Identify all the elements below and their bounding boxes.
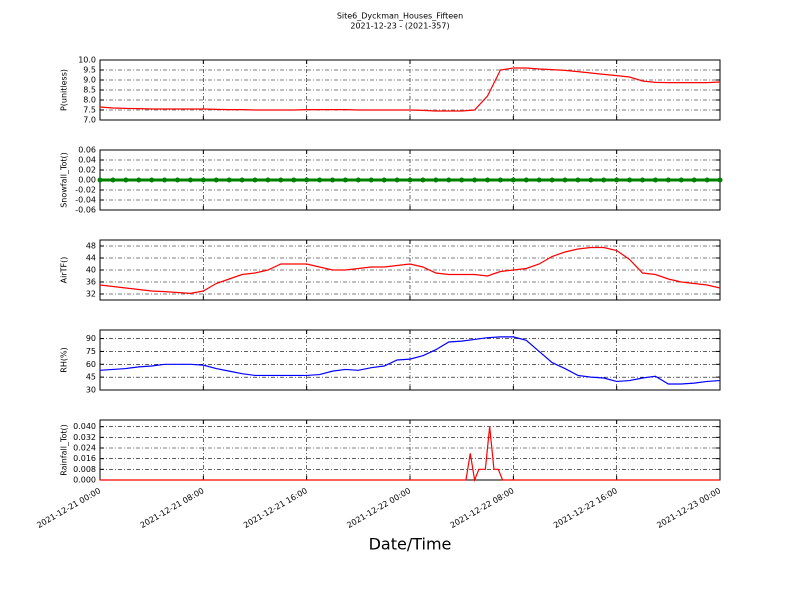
y-tick-label: 60 [86, 360, 96, 369]
data-point [123, 177, 129, 183]
data-point [368, 177, 374, 183]
data-point [342, 177, 348, 183]
data-point [614, 177, 620, 183]
y-axis-label: Rainfall_Tot() [60, 424, 69, 476]
y-tick-label: 40 [86, 266, 96, 275]
y-tick-label: 0.02 [78, 166, 96, 175]
y-tick-label: 7.0 [83, 116, 96, 125]
data-line [99, 246, 721, 295]
y-tick-label: 0.000 [73, 476, 96, 485]
data-point [627, 177, 633, 183]
data-point [394, 177, 400, 183]
data-point [523, 177, 529, 183]
data-point [717, 177, 723, 183]
y-tick-label: -0.06 [75, 206, 96, 215]
y-axis-label: RH(%) [60, 347, 69, 372]
data-point [433, 177, 439, 183]
data-point [678, 177, 684, 183]
data-point [704, 177, 710, 183]
data-point [136, 177, 142, 183]
y-tick-label: 0.04 [78, 156, 96, 165]
data-point [239, 177, 245, 183]
data-point [97, 177, 103, 183]
data-point [200, 177, 206, 183]
y-tick-label: 0.008 [73, 465, 96, 474]
x-axis-label: Date/Time [369, 535, 452, 554]
data-line [99, 336, 721, 385]
y-tick-label: 32 [86, 290, 96, 299]
data-point [575, 177, 581, 183]
data-point [162, 177, 168, 183]
y-axis-label: P(unitless) [60, 69, 69, 111]
data-point [510, 177, 516, 183]
data-point [588, 177, 594, 183]
data-point [381, 177, 387, 183]
data-point [497, 177, 503, 183]
y-tick-label: 8.5 [83, 86, 96, 95]
chart-subtitle: 2021-12-23 - (2021-357) [350, 22, 449, 31]
data-point [265, 177, 271, 183]
data-point [420, 177, 426, 183]
y-tick-label: 0.06 [78, 146, 96, 155]
y-tick-label: 8.0 [83, 96, 96, 105]
y-tick-label: -0.02 [75, 186, 96, 195]
data-point [355, 177, 361, 183]
y-tick-label: 45 [86, 373, 96, 382]
y-tick-label: 10.0 [78, 56, 96, 65]
data-point [459, 177, 465, 183]
y-tick-label: 90 [86, 334, 96, 343]
data-point [485, 177, 490, 183]
y-tick-label: 0.040 [73, 422, 96, 431]
data-point [213, 177, 219, 183]
data-point [549, 177, 555, 183]
y-tick-label: 30 [86, 386, 96, 395]
y-tick-label: 7.5 [83, 106, 96, 115]
data-line [100, 426, 720, 483]
chart-title: Site6_Dyckman_Houses_Fifteen [337, 12, 463, 21]
y-tick-label: 9.0 [83, 76, 96, 85]
data-point [252, 177, 258, 183]
y-tick-label: 75 [86, 347, 96, 356]
data-point [278, 177, 284, 183]
data-point [175, 177, 180, 183]
data-point [601, 177, 607, 183]
y-tick-label: 9.5 [83, 66, 96, 75]
data-point [562, 177, 568, 183]
data-point [330, 177, 335, 183]
data-point [304, 177, 310, 183]
data-point [640, 177, 645, 183]
data-line [99, 67, 721, 112]
data-point [446, 177, 452, 183]
data-point [226, 177, 232, 183]
data-point [110, 177, 116, 183]
y-axis-label: AirTF() [60, 257, 69, 284]
data-point [472, 177, 478, 183]
y-axis-label: Snowfall_Tot() [60, 152, 69, 208]
y-tick-label: 0.032 [73, 433, 96, 442]
y-tick-label: 0.024 [73, 444, 96, 453]
data-point [691, 177, 697, 183]
data-point [652, 177, 658, 183]
y-tick-label: 0.016 [73, 454, 96, 463]
data-point [187, 177, 193, 183]
data-point [317, 177, 323, 183]
y-tick-label: 0.00 [78, 176, 96, 185]
data-point [149, 177, 155, 183]
y-tick-label: 48 [86, 242, 96, 251]
data-point [536, 177, 542, 183]
y-tick-label: 44 [86, 254, 96, 263]
y-tick-label: 36 [86, 278, 96, 287]
data-point [407, 177, 413, 183]
data-point [291, 177, 297, 183]
data-point [665, 177, 671, 183]
y-tick-label: -0.04 [75, 196, 96, 205]
